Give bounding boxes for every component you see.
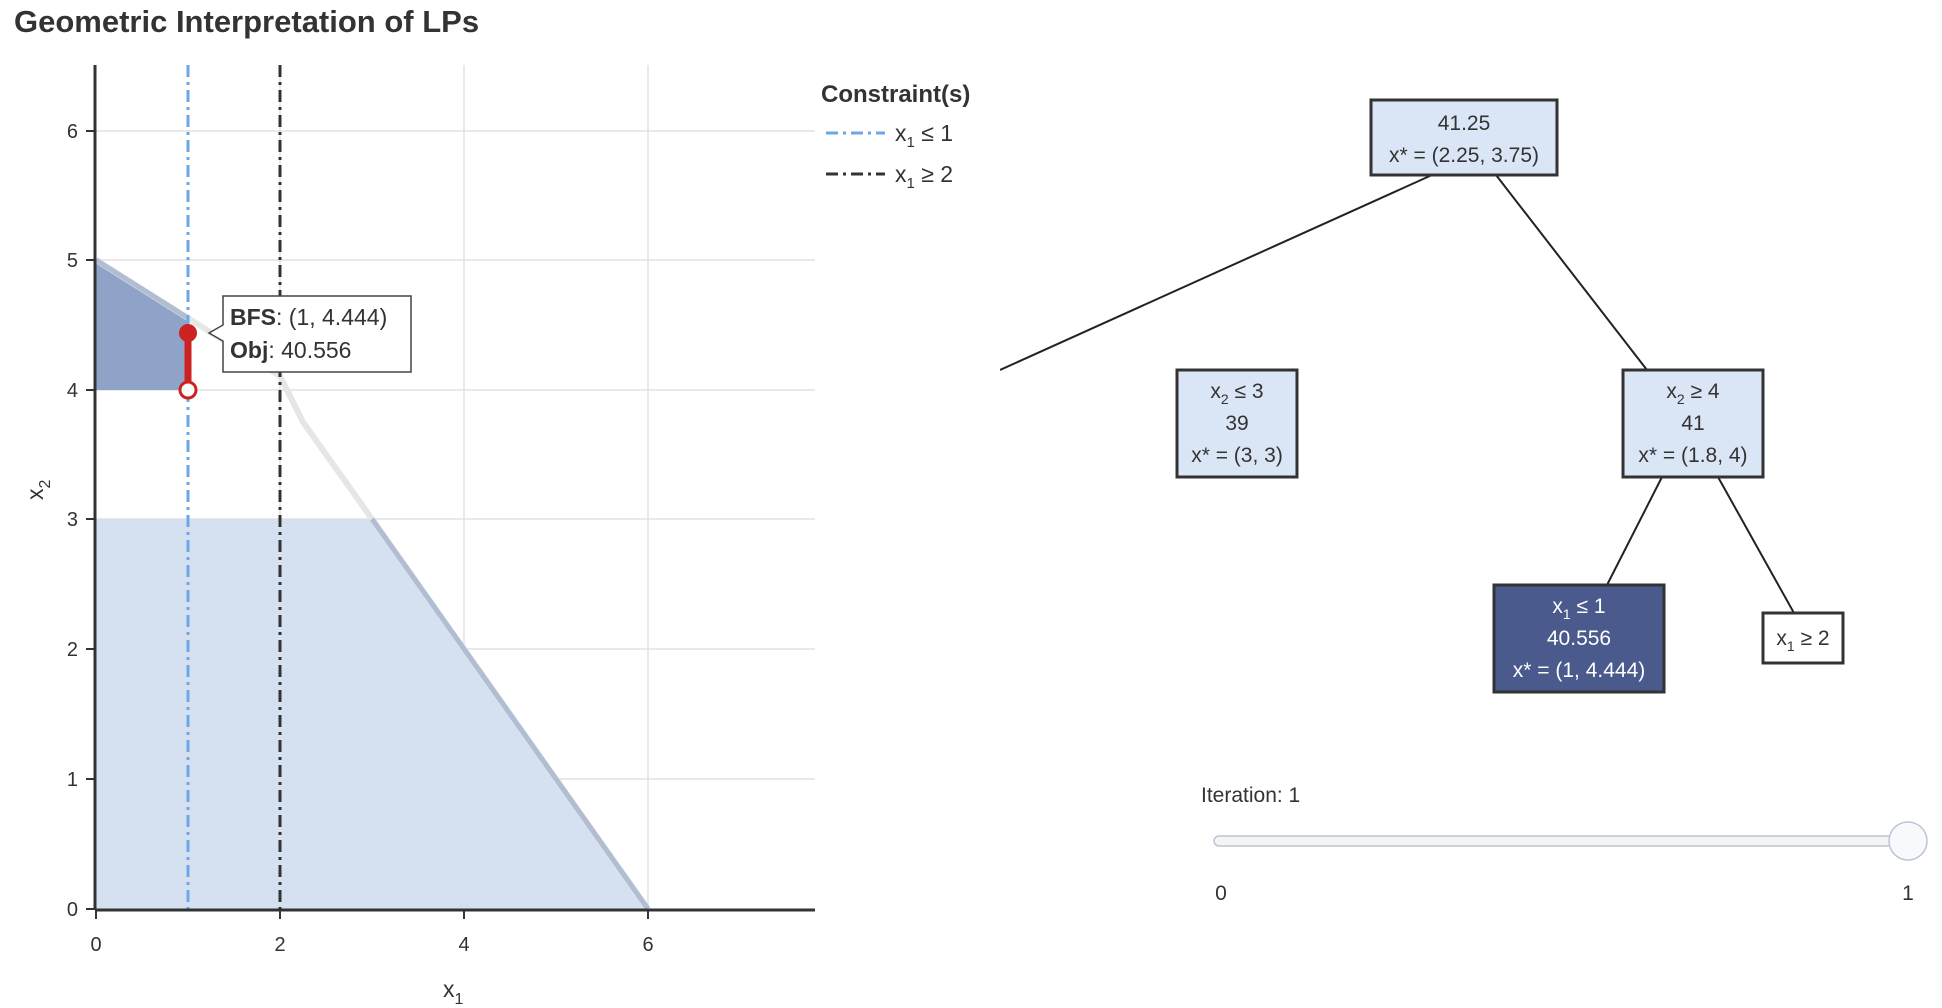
svg-text:41: 41 xyxy=(1681,412,1704,435)
bfs-anchor-point xyxy=(178,380,198,400)
slider-handle[interactable] xyxy=(1888,821,1928,861)
bfs-point[interactable] xyxy=(179,324,197,342)
svg-text:x2 ≤ 3: x2 ≤ 3 xyxy=(1210,380,1263,407)
lp-plot[interactable]: 0 1 2 3 4 5 6 0 2 4 6 x1 x2 BFS: (1, 4.4… xyxy=(0,0,1010,1008)
svg-text:x2 ≥ 4: x2 ≥ 4 xyxy=(1666,380,1719,407)
x-axis-label: x1 xyxy=(443,976,464,1008)
svg-text:x* = (3, 3): x* = (3, 3) xyxy=(1191,444,1283,467)
svg-text:40.556: 40.556 xyxy=(1547,627,1611,650)
svg-text:x* = (2.25, 3.75): x* = (2.25, 3.75) xyxy=(1389,144,1539,167)
legend-title: Constraint(s) xyxy=(821,81,970,108)
y-axis-label: x2 xyxy=(22,480,54,501)
tree-edge xyxy=(1000,174,1433,371)
region-boundary xyxy=(369,517,651,911)
svg-text:x1 ≤ 1: x1 ≤ 1 xyxy=(895,120,953,151)
y-tick-label: 2 xyxy=(67,639,78,661)
y-tick-label: 1 xyxy=(67,769,78,791)
branch-boundary xyxy=(94,257,190,321)
legend: Constraint(s) x1 ≤ 1 x1 ≥ 2 xyxy=(821,81,970,192)
iteration-slider[interactable]: Iteration: 1 0 1 xyxy=(1201,784,1928,905)
x-tick-label: 6 xyxy=(642,934,653,956)
y-tick-label: 0 xyxy=(67,899,78,921)
x-tick-label: 0 xyxy=(90,934,101,956)
slider-max-label: 1 xyxy=(1902,882,1914,905)
slider-track[interactable] xyxy=(1213,835,1905,847)
tooltip-box xyxy=(207,295,412,373)
legend-item[interactable]: x1 ≤ 1 xyxy=(826,120,953,151)
slider-label: Iteration: 1 xyxy=(1201,784,1300,807)
tree-node-x1-leq-1-selected[interactable]: x1 ≤ 1 40.556 x* = (1, 4.444) xyxy=(1492,583,1666,694)
branch-bound-tree: 41.25 x* = (2.25, 3.75) x2 ≤ 3 39 x* = (… xyxy=(1000,98,1928,905)
tree-edge xyxy=(1717,476,1795,614)
svg-text:39: 39 xyxy=(1225,412,1248,435)
tree-node-root[interactable]: 41.25 x* = (2.25, 3.75) xyxy=(1369,98,1559,177)
bfs-tooltip: BFS: (1, 4.444) Obj: 40.556 xyxy=(207,295,412,373)
relaxed-feasible-region xyxy=(96,519,648,909)
y-tick-label: 5 xyxy=(67,250,78,272)
page-title: Geometric Interpretation of LPs xyxy=(14,4,480,39)
tree-node-x1-geq-2[interactable]: x1 ≥ 2 xyxy=(1761,611,1845,665)
tree-edge xyxy=(1495,174,1648,371)
svg-text:41.25: 41.25 xyxy=(1438,112,1491,135)
legend-item[interactable]: x1 ≥ 2 xyxy=(826,161,953,192)
x-tick-label: 4 xyxy=(458,934,469,956)
tree-edge xyxy=(1606,476,1663,586)
axes xyxy=(86,65,815,919)
slider-min-label: 0 xyxy=(1215,882,1227,905)
svg-text:x1 ≥ 2: x1 ≥ 2 xyxy=(895,161,953,192)
y-tick-label: 6 xyxy=(67,121,78,143)
svg-text:x* = (1.8, 4): x* = (1.8, 4) xyxy=(1638,444,1747,467)
y-tick-label: 3 xyxy=(67,509,78,531)
tree-edges xyxy=(1000,174,1795,614)
tree-node-x2-geq-4[interactable]: x2 ≥ 4 41 x* = (1.8, 4) xyxy=(1621,368,1765,479)
branch-feasible-region xyxy=(96,260,188,390)
svg-text:BFS: (1, 4.444): BFS: (1, 4.444) xyxy=(230,304,387,330)
x-tick-label: 2 xyxy=(274,934,285,956)
svg-text:x1 ≤ 1: x1 ≤ 1 xyxy=(1552,595,1605,622)
tree-node-x2-leq-3[interactable]: x2 ≤ 3 39 x* = (3, 3) xyxy=(1175,368,1299,479)
svg-text:x1 ≥ 2: x1 ≥ 2 xyxy=(1776,627,1829,654)
svg-text:Obj: 40.556: Obj: 40.556 xyxy=(230,337,351,363)
svg-text:x* = (1, 4.444): x* = (1, 4.444) xyxy=(1513,659,1646,682)
y-tick-label: 4 xyxy=(67,380,78,402)
